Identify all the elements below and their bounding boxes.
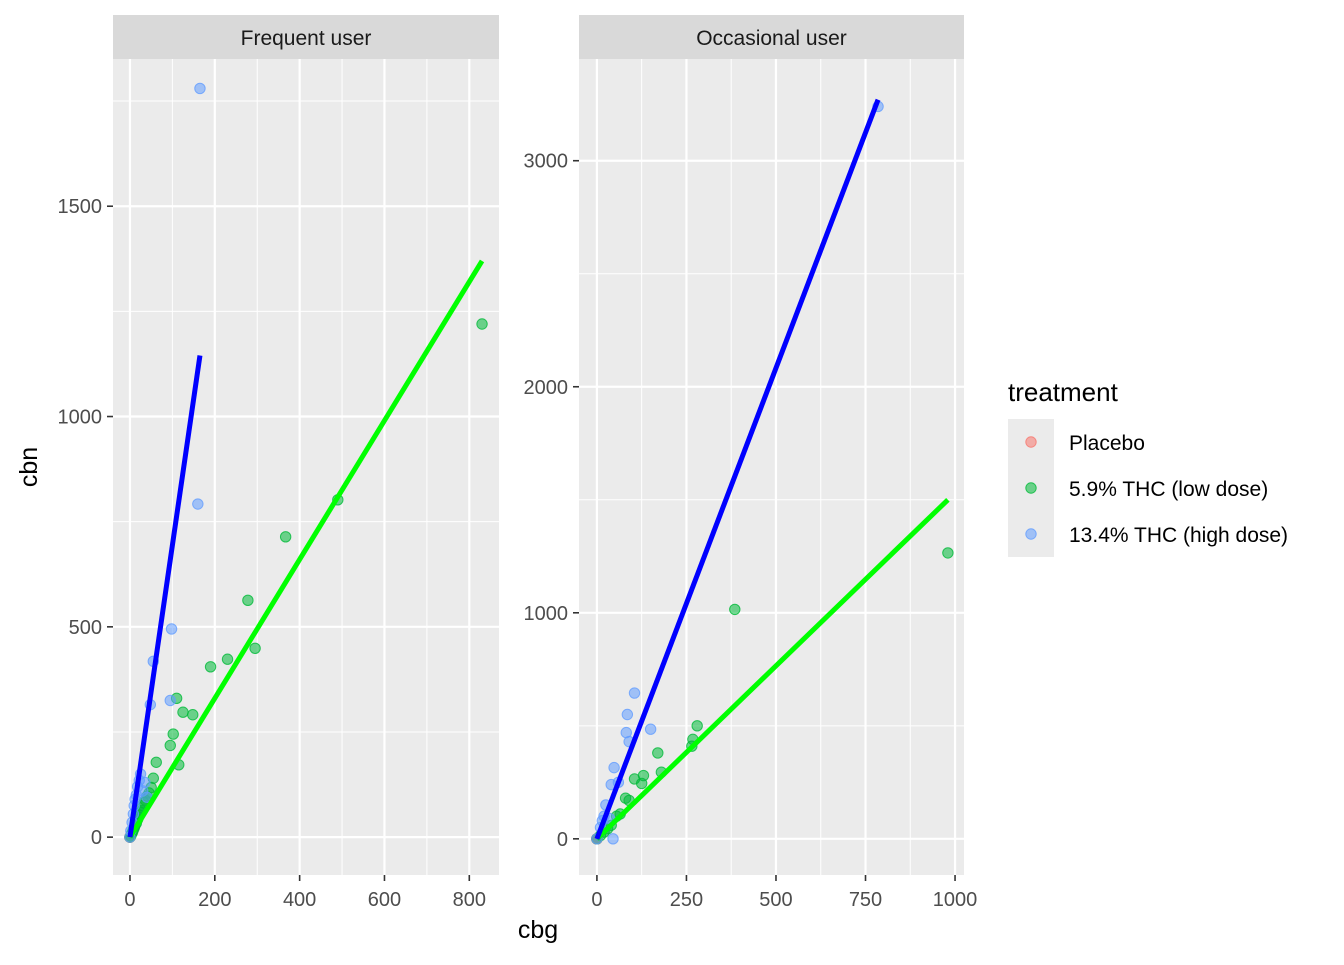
x-tick-label: 1000	[933, 889, 978, 911]
data-point	[192, 498, 204, 510]
data-point	[221, 653, 234, 665]
facet-strip	[579, 15, 964, 59]
data-point	[942, 547, 954, 559]
y-tick-label: 1500	[58, 196, 103, 218]
data-point	[637, 769, 650, 782]
data-point	[691, 720, 703, 732]
y-tick-label: 500	[69, 617, 102, 639]
data-point	[165, 623, 178, 635]
facet-title: Frequent user	[241, 27, 372, 50]
data-point	[607, 833, 619, 845]
data-point	[608, 761, 620, 774]
legend-key	[1025, 482, 1037, 494]
x-tick-label: 600	[368, 889, 401, 911]
panel-1: Occasional user 0 250 500 750 1000 0 1000 2000 30…	[524, 15, 978, 911]
data-point	[194, 82, 206, 95]
data-point	[249, 642, 261, 654]
fit-line	[595, 497, 950, 841]
data-point	[242, 594, 254, 607]
data-point	[204, 661, 217, 673]
x-axis-title: cbg	[518, 916, 558, 944]
data-point	[476, 318, 488, 330]
data-point	[628, 687, 641, 699]
x-tick-label: 250	[670, 889, 703, 911]
legend-label: 13.4% THC (high dose)	[1069, 524, 1288, 547]
y-axis-title: cbn	[15, 447, 43, 487]
fit-line	[594, 98, 881, 840]
y-tick-label: 3000	[524, 151, 569, 173]
x-tick-label: 0	[591, 889, 602, 911]
data-point	[644, 723, 657, 735]
y-tick-label: 1000	[58, 407, 103, 429]
panel-background	[579, 59, 964, 875]
y-tick-label: 0	[91, 827, 102, 849]
data-point	[729, 603, 741, 616]
y-tick-label: 1000	[524, 603, 569, 625]
legend-label: Placebo	[1069, 432, 1145, 455]
fit-line	[127, 355, 203, 838]
data-point	[164, 694, 176, 707]
data-point	[139, 776, 151, 789]
facet-title: Occasional user	[696, 27, 847, 50]
x-tick-label: 500	[759, 889, 792, 911]
x-tick-label: 800	[453, 889, 486, 911]
fit-line	[127, 259, 485, 839]
data-point	[177, 706, 189, 718]
data-point	[652, 747, 664, 759]
plot-area	[124, 82, 488, 843]
x-tick-label: 0	[124, 889, 135, 911]
panel-0: Frequent user 0 200 400 600 800 0 500 1000 1500	[58, 15, 499, 911]
legend-title: treatment	[1008, 377, 1119, 407]
data-point	[150, 756, 162, 768]
y-tick-label: 0	[557, 829, 568, 851]
y-tick-label: 2000	[524, 377, 569, 399]
legend-entries: Placebo 5.9% THC (low dose) 13.4% THC (hig…	[1025, 432, 1288, 547]
panels-layer: Frequent user 0 200 400 600 800 0 500 1000 1500 Oc…	[58, 15, 978, 911]
x-tick-label: 400	[283, 889, 316, 911]
data-point	[164, 739, 176, 752]
plot-area	[591, 98, 954, 845]
data-point	[187, 709, 199, 721]
data-point	[621, 708, 634, 721]
x-tick-label: 200	[198, 889, 231, 911]
data-point	[279, 531, 292, 543]
legend-key	[1025, 528, 1037, 540]
legend: treatment Placebo 5.9% THC (low dose) 13.4…	[1008, 377, 1288, 557]
x-tick-label: 750	[849, 889, 882, 911]
panel-background	[113, 59, 499, 875]
legend-label: 5.9% THC (low dose)	[1069, 478, 1268, 501]
facet-strip	[113, 15, 499, 59]
data-point	[167, 728, 179, 740]
legend-key	[1025, 436, 1037, 448]
